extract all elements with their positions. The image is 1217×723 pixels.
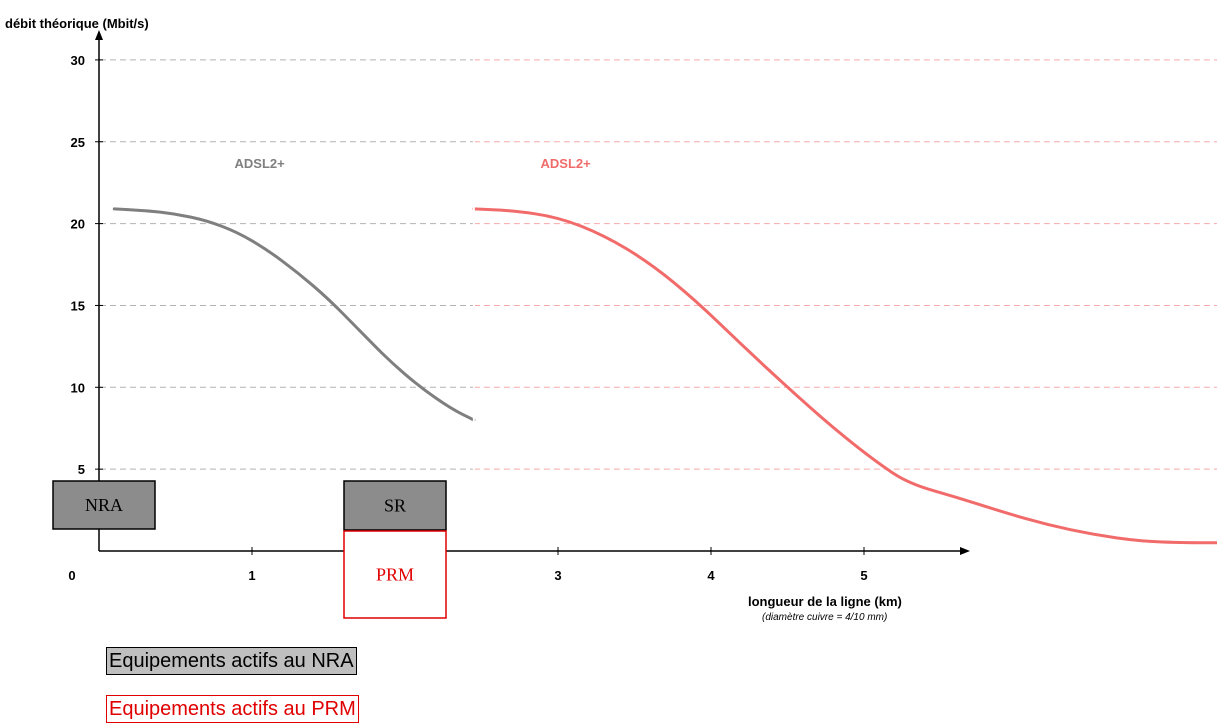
x-axis-arrow (960, 547, 970, 555)
axes: débit théorique (Mbit/s) longueur de la … (5, 16, 970, 623)
series-label-2: ADSL2+ (541, 156, 592, 171)
ytick-label-30: 30 (71, 53, 85, 68)
series-label-1: ADSL2+ (235, 156, 286, 171)
series-layer: ADSL2+ ADSL2+ (112, 30, 1217, 550)
series-line-2 (472, 207, 1217, 545)
box-label-prm: PRM (376, 565, 414, 585)
boxes-layer: NRA SR PRM (52, 480, 447, 619)
box-nra (52, 480, 156, 530)
box-sr (343, 480, 447, 531)
xtick-label-4: 4 (707, 568, 715, 583)
box-prm (343, 530, 447, 619)
box-label-nra: NRA (85, 495, 123, 515)
xtick-label-1: 1 (248, 568, 255, 583)
xtick-label-5: 5 (860, 568, 867, 583)
split-gap (472, 30, 475, 550)
xtick-label-0: 0 (68, 568, 75, 583)
ytick-label-10: 10 (71, 380, 85, 395)
ticks: 5 10 15 20 25 30 0 1 3 4 5 (68, 53, 867, 583)
legend-nra: Equipements actifs au NRA (106, 647, 357, 675)
legend-prm: Equipements actifs au PRM (106, 695, 359, 723)
ytick-label-25: 25 (71, 135, 85, 150)
ytick-label-20: 20 (71, 217, 85, 232)
ytick-label-5: 5 (78, 462, 85, 477)
y-axis-arrow (95, 30, 103, 40)
box-label-sr: SR (384, 496, 406, 516)
x-axis-note: (diamètre cuivre = 4/10 mm) (762, 612, 887, 623)
x-axis-title: longueur de la ligne (km) (748, 594, 902, 609)
ytick-label-15: 15 (71, 298, 85, 313)
grid (100, 59, 1217, 470)
series-line-1 (112, 207, 476, 422)
y-axis-title: débit théorique (Mbit/s) (5, 16, 149, 31)
xtick-label-3: 3 (554, 568, 561, 583)
